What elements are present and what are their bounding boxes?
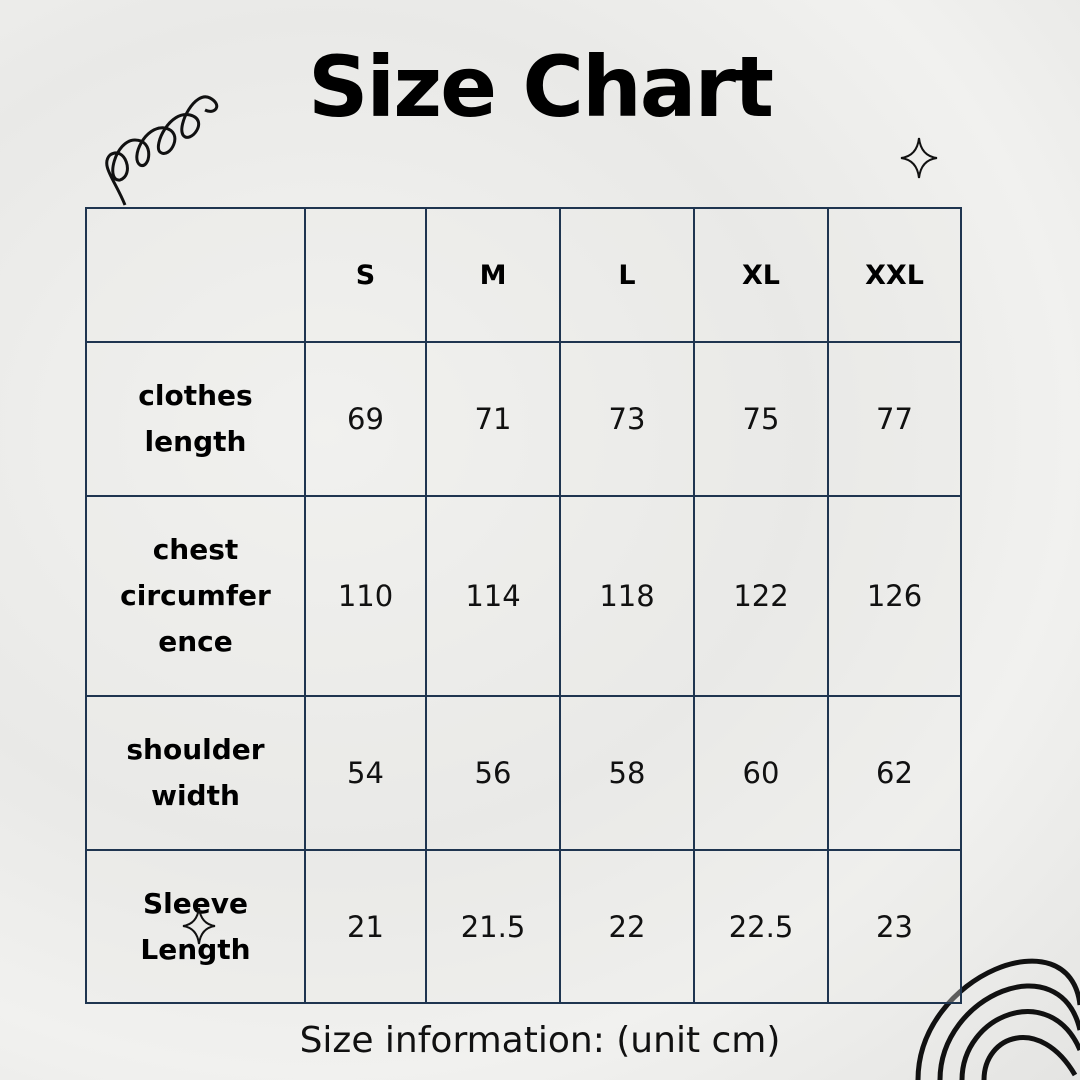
table-cell: 71 [425,341,561,497]
row-label: clothes length [85,341,306,497]
header-cell-xl: XL [693,207,829,343]
table-cell: 122 [693,495,829,697]
row-label-text: clothes length [138,379,253,458]
table-row: Sleeve Length 21 21.5 22 22.5 23 [85,849,962,1004]
table-cell: 69 [304,341,427,497]
row-label-text: chest circumfer ence [120,533,271,658]
table-cell: 22.5 [693,849,829,1004]
table-cell: 75 [693,341,829,497]
table-cell: 54 [304,695,427,851]
table-cell: 21.5 [425,849,561,1004]
row-label: Sleeve Length [85,849,306,1004]
table-cell: 60 [693,695,829,851]
header-cell-xxl: XXL [827,207,962,343]
sparkle-star-icon [900,137,938,179]
row-label-text: shoulder width [126,733,265,812]
header-cell-m: M [425,207,561,343]
table-cell: 58 [559,695,695,851]
arch-doodle-icon [915,958,1080,1080]
row-label: chest circumfer ence [85,495,306,697]
table-cell: 73 [559,341,695,497]
table-cell: 118 [559,495,695,697]
table-cell: 22 [559,849,695,1004]
header-cell-l: L [559,207,695,343]
size-table: S M L XL XXL clothes length 69 71 73 75 … [85,207,962,1004]
table-header-row: S M L XL XXL [85,207,962,343]
sparkle-star-icon [182,907,216,945]
table-cell: 77 [827,341,962,497]
table-cell: 110 [304,495,427,697]
table-cell: 126 [827,495,962,697]
table-cell: 62 [827,695,962,851]
table-row: chest circumfer ence 110 114 118 122 126 [85,495,962,697]
row-label-text: Sleeve Length [140,886,251,966]
table-cell: 23 [827,849,962,1004]
table-row: clothes length 69 71 73 75 77 [85,341,962,497]
table-cell: 56 [425,695,561,851]
table-row: shoulder width 54 56 58 60 62 [85,695,962,851]
header-cell-empty [85,207,306,343]
header-cell-s: S [304,207,427,343]
size-info-footer: Size information: (unit cm) [299,1020,781,1061]
row-label: shoulder width [85,695,306,851]
table-cell: 21 [304,849,427,1004]
page-title: Size Chart [307,38,774,136]
table-cell: 114 [425,495,561,697]
spiral-doodle-icon [105,95,219,206]
